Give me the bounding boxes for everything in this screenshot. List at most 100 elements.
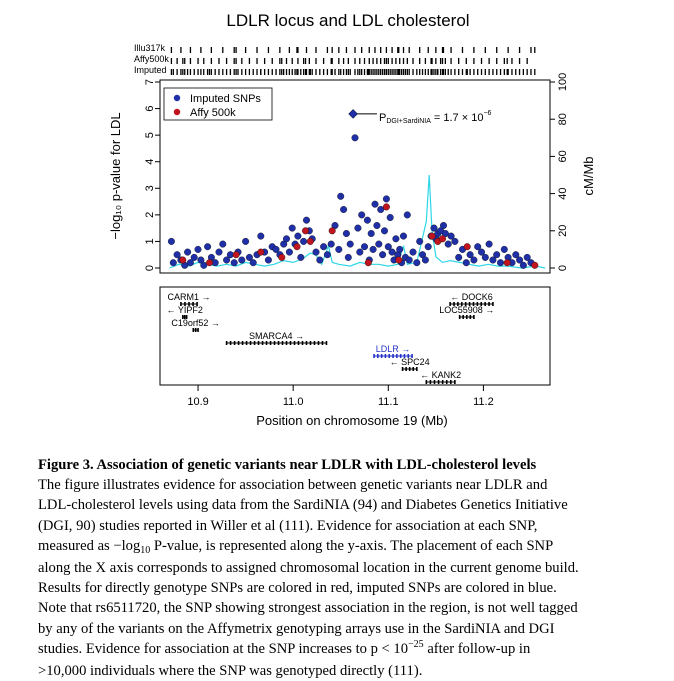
gene-exon [450, 380, 452, 384]
gene-exon [405, 367, 407, 371]
caption-line: along the X axis corresponds to assigned… [38, 560, 579, 577]
imputed-snp-point [512, 251, 520, 259]
legend-marker-imputed [173, 94, 181, 102]
gene-exon [289, 341, 292, 345]
y-right-tick-label: 0 [557, 265, 569, 271]
gene-exon [476, 302, 479, 306]
imputed-snp-point [204, 243, 212, 251]
y-axis-right-label: cM/Mb [581, 157, 596, 196]
imputed-snp-point [441, 229, 449, 237]
imputed-snp-point [167, 237, 175, 245]
imputed-snp-point [294, 232, 302, 240]
top-snp-annotation: PDGI+SardiNIA = 1.7 × 10−6 [357, 110, 492, 125]
imputed-snp-point [344, 253, 352, 261]
imputed-snp-point [371, 200, 379, 208]
imputed-snp-point [519, 261, 527, 269]
gene-exon [321, 341, 324, 345]
y-tick-label: 4 [144, 159, 156, 165]
imputed-snp-point [421, 256, 429, 264]
gene-exon [281, 341, 284, 345]
association-figure: LDLR locus and LDL cholesterol Illu317k … [108, 11, 596, 428]
imputed-snp-point [238, 256, 246, 264]
gene-label: ← YIPF2 [167, 305, 203, 315]
gene-exon [437, 380, 440, 384]
gene-exon [454, 380, 456, 384]
imputed-snp-point [440, 221, 448, 229]
y-right-tick-label: 100 [557, 73, 569, 91]
imputed-snp-point [497, 259, 505, 267]
gene-exon [188, 302, 190, 306]
y-axis-label: −log₁₀ p-value for LDL [108, 112, 123, 239]
caption-line: LDL-cholesterol levels using data from t… [38, 497, 568, 514]
gene-exon [425, 380, 428, 384]
gene-exon [492, 302, 494, 306]
gene-exon [401, 367, 404, 371]
gene-exon [458, 315, 461, 319]
affy-snp-point [205, 259, 213, 267]
gene-exon [462, 315, 465, 319]
imputed-snp-point [169, 259, 177, 267]
legend-box [163, 87, 273, 121]
gene-exon [192, 302, 194, 306]
caption-line: by any of the variants on the Affymetrix… [38, 620, 555, 637]
imputed-snp-point [363, 216, 371, 224]
imputed-snp-point [323, 251, 331, 259]
y-axis-left: 0 1 2 3 4 5 6 7 [144, 79, 160, 271]
imputed-snp-point [462, 259, 470, 267]
imputed-snp-point [283, 235, 291, 243]
gene-exon [309, 341, 312, 345]
gene-exon [229, 341, 232, 345]
gene-exon [411, 354, 413, 358]
gene-exon [449, 302, 451, 306]
gene-exon [273, 341, 276, 345]
gene-exon [257, 341, 260, 345]
imputed-snp-point [356, 248, 364, 256]
imputed-snp-point [470, 256, 478, 264]
caption-title: Figure 3. Association of genetic variant… [38, 457, 537, 473]
gene-exon [384, 354, 387, 358]
imputed-snp-point [288, 224, 296, 232]
caption-line: Results for directly genotype SNPs are c… [38, 580, 557, 597]
affy-snp-point [306, 237, 314, 245]
gene-label: C19orf52 → [171, 318, 220, 328]
imputed-snp-point [242, 237, 250, 245]
gene-label: ← KANK2 [420, 370, 461, 380]
gene-exon [233, 341, 236, 345]
gene-exon [472, 302, 475, 306]
gene-exon [293, 341, 296, 345]
gene-exon [297, 341, 300, 345]
affy-snp-point [232, 251, 240, 259]
gene-exon [392, 354, 394, 358]
gene-exon [453, 302, 455, 306]
gene-exon [412, 367, 415, 371]
affy-snp-point [278, 253, 286, 261]
y-right-tick-label: 40 [557, 187, 569, 199]
imputed-snp-point [373, 221, 381, 229]
imputed-snp-point [190, 253, 198, 261]
imputed-snp-point [392, 235, 400, 243]
gene-exon [407, 354, 410, 358]
affy-snp-point [328, 227, 336, 235]
imputed-snp-point [312, 248, 320, 256]
gene-exon [261, 341, 264, 345]
gene-panel-frame [159, 286, 551, 386]
gene-exon [484, 302, 486, 306]
affy-snp-point [293, 243, 301, 251]
imputed-snp-point [337, 192, 345, 200]
caption-line: The figure illustrates evidence for asso… [38, 477, 548, 494]
imputed-snp-point [500, 245, 508, 253]
imputed-snp-point [396, 245, 404, 253]
imputed-snp-point [367, 229, 375, 237]
gene-exon [469, 315, 472, 319]
gene-exon [183, 315, 186, 319]
imputed-snp-point [200, 261, 208, 269]
imputed-snp-point [197, 256, 205, 264]
track-label-affy500k: Affy500k [134, 54, 169, 64]
gene-exon [237, 341, 240, 345]
gene-exon [265, 341, 268, 345]
x-axis: 10.9 11.0 11.1 11.2 [187, 385, 494, 408]
imputed-snp-point [481, 253, 489, 261]
imputed-snp-point [184, 248, 192, 256]
affy-snp-point [302, 227, 310, 235]
gene-exon [325, 341, 328, 345]
